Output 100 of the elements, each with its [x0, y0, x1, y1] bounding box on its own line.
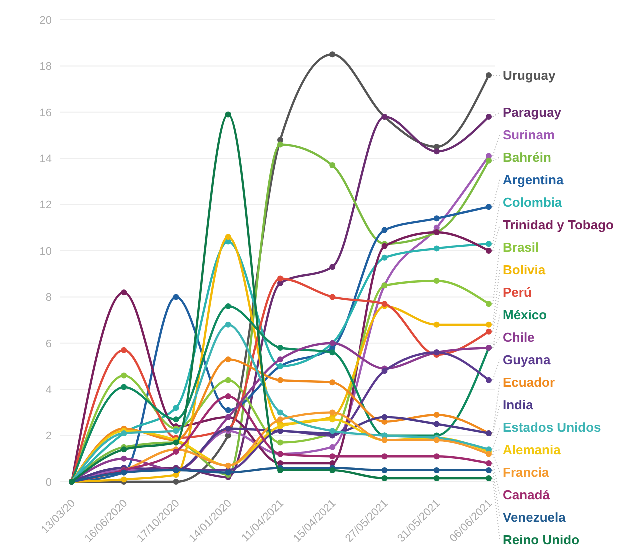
point — [225, 470, 232, 476]
point — [173, 479, 180, 485]
series-label: Canadá — [503, 488, 551, 503]
point — [278, 142, 284, 148]
point — [486, 460, 492, 467]
point — [382, 227, 388, 234]
point — [434, 246, 440, 252]
point — [330, 52, 336, 58]
series-label: Paraguay — [503, 105, 562, 120]
point — [121, 290, 128, 296]
point — [486, 114, 492, 120]
point — [382, 467, 388, 474]
point — [173, 428, 180, 434]
text: Venezuela — [503, 510, 567, 526]
point — [486, 476, 492, 482]
point — [434, 454, 440, 460]
point — [225, 356, 232, 363]
point — [434, 148, 440, 155]
y-tick-label: 18 — [40, 61, 52, 74]
point — [486, 328, 492, 335]
point — [486, 72, 492, 78]
point — [330, 162, 336, 169]
y-tick-label: 2 — [46, 430, 52, 443]
series-label: Argentina — [503, 172, 564, 188]
point — [278, 424, 284, 430]
point — [330, 416, 336, 423]
text: Brasil — [503, 240, 540, 256]
point — [382, 254, 388, 261]
point — [225, 394, 232, 400]
point — [486, 451, 492, 458]
point — [278, 377, 284, 384]
point — [121, 384, 128, 390]
point — [382, 368, 388, 374]
point — [173, 405, 180, 412]
text: Reino Unido — [503, 532, 580, 548]
point — [330, 264, 336, 270]
series-label: Francia — [503, 465, 550, 480]
point — [434, 322, 440, 328]
point — [330, 444, 336, 450]
point — [434, 467, 440, 474]
point — [486, 241, 492, 248]
y-tick-label: 16 — [40, 107, 52, 120]
text: Bolivia — [503, 262, 546, 278]
point — [330, 428, 336, 434]
point — [121, 347, 128, 354]
point — [225, 112, 232, 118]
point — [121, 372, 128, 379]
point — [278, 276, 284, 282]
point — [382, 414, 388, 420]
series-label: Bahréin — [503, 150, 552, 166]
point — [382, 454, 388, 460]
point — [434, 412, 440, 418]
point — [121, 456, 128, 462]
point — [278, 416, 284, 423]
point — [434, 216, 440, 222]
text: México — [503, 308, 548, 323]
point — [225, 303, 232, 310]
point — [486, 248, 492, 254]
point — [330, 294, 336, 300]
series-label: Guyana — [503, 352, 552, 368]
point — [173, 294, 180, 300]
series-label: Surinam — [503, 128, 556, 143]
point — [173, 416, 180, 423]
point — [330, 350, 336, 356]
series-label: Trinidad y Tobago — [503, 218, 614, 233]
point — [225, 407, 232, 414]
point — [225, 377, 232, 384]
point — [278, 356, 284, 363]
point — [486, 322, 492, 328]
point — [434, 421, 440, 428]
point — [121, 476, 128, 483]
y-tick-label: 20 — [40, 14, 52, 27]
y-tick-label: 14 — [40, 153, 52, 166]
point — [486, 204, 492, 210]
y-tick-label: 10 — [40, 246, 52, 258]
point — [486, 158, 492, 164]
series-label: Uruguay — [503, 68, 556, 83]
y-tick-label: 12 — [40, 200, 52, 212]
point — [225, 322, 232, 328]
y-tick-label: 4 — [46, 384, 52, 396]
point — [434, 278, 440, 284]
text: Colombia — [503, 195, 563, 210]
y-tick-label: 0 — [46, 476, 52, 489]
point — [486, 301, 492, 308]
text: Perú — [503, 285, 532, 300]
text: Ecuador — [503, 375, 556, 390]
point — [330, 454, 336, 460]
series-label: Alemania — [503, 442, 562, 458]
point — [486, 467, 492, 474]
series-label: India — [503, 398, 534, 413]
point — [434, 476, 440, 482]
point — [330, 380, 336, 386]
point — [330, 410, 336, 416]
point — [225, 234, 232, 240]
y-tick-label: 6 — [46, 338, 52, 350]
point — [278, 345, 284, 352]
series-label: Chile — [503, 330, 535, 346]
series-label: Estados Unidos — [503, 420, 602, 436]
point — [278, 410, 284, 416]
point — [486, 377, 492, 384]
